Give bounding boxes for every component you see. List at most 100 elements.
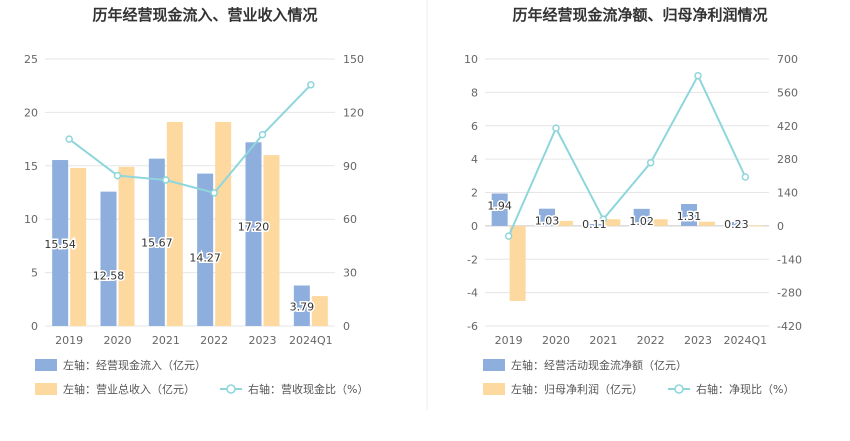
bar-series-2 bbox=[699, 221, 715, 226]
bar-series-1 bbox=[197, 173, 214, 326]
y-left-tick-label: 8 bbox=[471, 86, 478, 99]
y-left-tick-label: 5 bbox=[31, 267, 38, 280]
line-point bbox=[646, 158, 655, 167]
bar-series-2 bbox=[509, 225, 526, 301]
y-left-tick-label: 2 bbox=[471, 187, 478, 200]
line-point bbox=[504, 232, 513, 240]
legend-label: 左轴：营业总收入（亿元） bbox=[63, 382, 195, 396]
legend-label: 左轴：经营活动现金流净额（亿元） bbox=[511, 358, 687, 372]
chart-panel-1: 历年经营现金流入、营业收入情况 0 5 10 15 20 25 0 30 60 90 120 150 20… bbox=[24, 6, 368, 396]
y-right-tick-label: 60 bbox=[343, 213, 357, 226]
data-label: 1.02 bbox=[629, 215, 654, 228]
x-tick-label: 2023 bbox=[249, 334, 277, 347]
line-point bbox=[552, 124, 560, 132]
x-tick-label: 2022 bbox=[637, 334, 665, 347]
y-left-tick-label: 0 bbox=[31, 320, 38, 333]
y-left-tick-label: 4 bbox=[471, 153, 478, 166]
bar-series-1 bbox=[148, 158, 165, 326]
bar-series-2 bbox=[215, 122, 232, 327]
bar-series-1 bbox=[245, 142, 262, 326]
legend-swatch bbox=[35, 359, 57, 371]
line-point bbox=[65, 135, 73, 143]
y-left-tick-label: -4 bbox=[467, 287, 478, 300]
chart-title: 历年经营现金流入、营业收入情况 bbox=[92, 6, 317, 24]
bar-series-2 bbox=[557, 220, 573, 226]
data-label: 1.03 bbox=[535, 215, 560, 228]
line-series bbox=[68, 84, 312, 194]
legend-swatch-marker bbox=[226, 384, 236, 394]
y-right-tick-label: 700 bbox=[777, 53, 798, 66]
bar-series-1 bbox=[491, 193, 508, 226]
data-label: 15.54 bbox=[44, 238, 76, 251]
bar-series-2 bbox=[604, 219, 621, 226]
y-right-tick-label: 90 bbox=[343, 160, 357, 173]
data-label: 15.67 bbox=[141, 237, 173, 250]
x-tick-label: 2020 bbox=[542, 334, 570, 347]
x-tick-label: 2020 bbox=[104, 334, 132, 347]
line-point bbox=[741, 173, 750, 181]
y-right-tick-label: 420 bbox=[777, 120, 798, 133]
bar-series-1 bbox=[681, 204, 697, 226]
x-tick-label: 2023 bbox=[684, 334, 712, 347]
legend-label: 左轴：经营现金流入（亿元） bbox=[63, 358, 206, 372]
legend-item: 左轴：经营现金流入（亿元） bbox=[35, 358, 206, 372]
y-right-tick-label: -140 bbox=[777, 253, 802, 266]
y-right-tick-label: 30 bbox=[343, 267, 357, 280]
y-left-tick-label: 20 bbox=[24, 106, 38, 119]
y-left-tick-label: -2 bbox=[467, 253, 478, 266]
y-left-tick-label: 6 bbox=[471, 120, 478, 133]
x-tick-label: 2021 bbox=[589, 334, 617, 347]
y-left-tick-label: 0 bbox=[471, 220, 478, 233]
bar-series-2 bbox=[311, 296, 328, 326]
legend-label: 右轴：营收现金比（%） bbox=[248, 382, 368, 396]
y-left-tick-label: -6 bbox=[467, 320, 478, 333]
y-left-tick-label: 25 bbox=[24, 53, 38, 66]
data-label: 17.20 bbox=[238, 220, 270, 233]
legend-item: 左轴：经营活动现金流净额（亿元） bbox=[483, 358, 687, 372]
x-tick-label: 2019 bbox=[55, 334, 83, 347]
legend-swatch bbox=[35, 383, 57, 395]
y-right-tick-label: -280 bbox=[777, 287, 802, 300]
bar-series-2 bbox=[746, 225, 763, 227]
line-point bbox=[599, 215, 608, 223]
legend-item: 右轴：净现比（%） bbox=[668, 382, 794, 396]
legend-swatch bbox=[483, 383, 505, 395]
legend-label: 左轴：归母净利润（亿元） bbox=[511, 382, 643, 396]
data-label: 3.79 bbox=[290, 301, 315, 314]
legend-item: 左轴：归母净利润（亿元） bbox=[483, 382, 643, 396]
x-tick-label: 2024Q1 bbox=[289, 334, 333, 347]
data-label: 1.31 bbox=[677, 210, 702, 223]
line-point bbox=[113, 171, 122, 180]
line-point bbox=[258, 130, 267, 139]
y-right-tick-label: 0 bbox=[777, 220, 784, 233]
chart-title: 历年经营现金流净额、归母净利润情况 bbox=[512, 6, 767, 24]
data-label: 12.58 bbox=[93, 270, 125, 283]
y-right-tick-label: 560 bbox=[777, 86, 798, 99]
legend-swatch-marker bbox=[674, 384, 684, 394]
line-series bbox=[507, 73, 747, 237]
bar-series-1 bbox=[100, 191, 117, 326]
line-point bbox=[210, 189, 218, 197]
bar-series-2 bbox=[166, 122, 183, 327]
y-right-tick-label: 280 bbox=[777, 153, 798, 166]
x-tick-label: 2022 bbox=[200, 334, 228, 347]
y-right-tick-label: 0 bbox=[343, 320, 350, 333]
y-right-tick-label: 120 bbox=[343, 106, 364, 119]
data-label: 0.11 bbox=[582, 218, 607, 231]
y-right-tick-label: 140 bbox=[777, 187, 798, 200]
data-label: 14.27 bbox=[189, 252, 221, 265]
y-right-tick-label: 150 bbox=[343, 53, 364, 66]
line-point bbox=[694, 71, 702, 80]
line-point bbox=[307, 81, 315, 89]
legend-item: 右轴：营收现金比（%） bbox=[220, 382, 368, 396]
bar-series-2 bbox=[263, 155, 280, 326]
legend-item: 左轴：营业总收入（亿元） bbox=[35, 382, 195, 396]
y-right-tick-label: -420 bbox=[777, 320, 802, 333]
data-label: 1.94 bbox=[487, 200, 512, 213]
bar-series-1 bbox=[633, 208, 650, 226]
bar-series-2 bbox=[70, 167, 87, 326]
bar-series-1 bbox=[539, 208, 555, 226]
x-tick-label: 2019 bbox=[495, 334, 523, 347]
